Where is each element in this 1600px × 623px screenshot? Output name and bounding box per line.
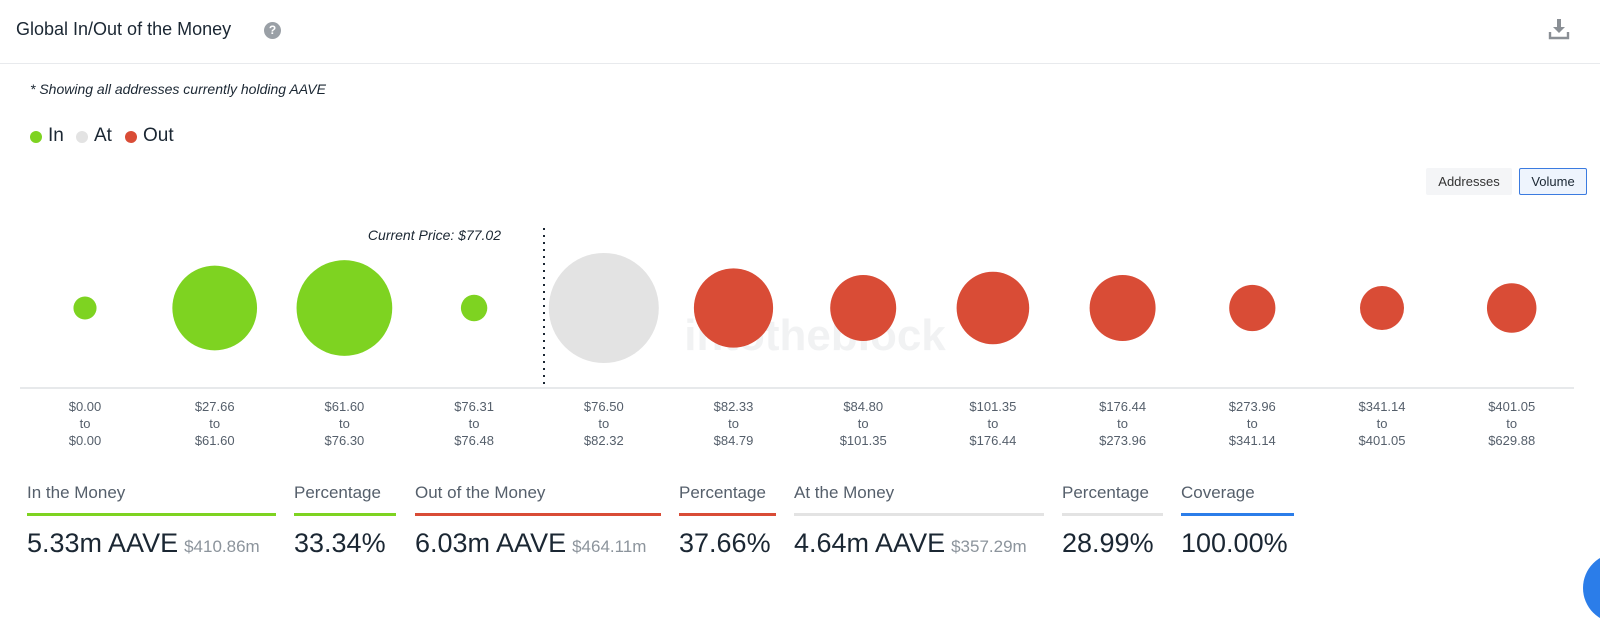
stat-value: 100.00% [1181, 528, 1288, 558]
tick-label-7-1: to [987, 416, 998, 431]
stat-value: 37.66% [679, 528, 771, 558]
stat-label: Coverage [1181, 483, 1255, 502]
bubble-out-9 [1229, 284, 1276, 332]
download-icon[interactable] [1547, 17, 1571, 41]
tick-label-0-0: $0.00 [69, 399, 102, 414]
bubble-out-10 [1360, 286, 1404, 330]
tick-label-1-0: $27.66 [195, 399, 235, 414]
tick-label-1-2: $61.60 [195, 433, 235, 448]
tick-label-3-0: $76.31 [454, 399, 494, 414]
bubble-at-4 [548, 253, 659, 363]
stat-value: 5.33m AAVE [27, 528, 179, 558]
stat-value: 6.03m AAVE [415, 528, 567, 558]
bubble-in-1 [172, 265, 258, 351]
stat-underline [679, 513, 776, 516]
tick-label-3-2: $76.48 [454, 433, 494, 448]
stat-label: Percentage [294, 483, 381, 502]
stat-value: 28.99% [1062, 528, 1154, 558]
stat-out-percentage: Percentage 37.66% [679, 483, 776, 559]
stat-underline [294, 513, 396, 516]
legend-dot-in [30, 131, 42, 143]
stat-underline [1062, 513, 1163, 516]
stat-label: Out of the Money [415, 483, 546, 502]
stat-out-of-the-money: Out of the Money 6.03m AAVE $464.11m [415, 483, 661, 559]
widget-header: Global In/Out of the Money ? [0, 0, 1600, 64]
tick-label-2-0: $61.60 [325, 399, 365, 414]
tick-label-1-1: to [209, 416, 220, 431]
addresses-toggle-button[interactable]: Addresses [1426, 168, 1512, 195]
tick-label-9-0: $273.96 [1229, 399, 1276, 414]
stat-label: In the Money [27, 483, 126, 502]
tick-label-11-0: $401.05 [1488, 399, 1535, 414]
stat-sub-value: $410.86m [184, 537, 260, 556]
legend-dot-at [76, 131, 88, 143]
stat-value: 4.64m AAVE [794, 528, 946, 558]
legend-label-in: In [48, 125, 64, 146]
tick-label-11-2: $629.88 [1488, 433, 1535, 448]
tick-label-2-1: to [339, 416, 350, 431]
stat-coverage: Coverage 100.00% [1181, 483, 1294, 559]
stat-underline [415, 513, 661, 516]
tick-label-8-2: $273.96 [1099, 433, 1146, 448]
tick-label-6-2: $101.35 [840, 433, 887, 448]
tick-label-9-1: to [1247, 416, 1258, 431]
tick-label-4-1: to [598, 416, 609, 431]
tick-label-4-2: $82.32 [584, 433, 624, 448]
tick-label-2-2: $76.30 [325, 433, 365, 448]
stat-underline [27, 513, 276, 516]
tick-label-6-1: to [858, 416, 869, 431]
tick-label-5-0: $82.33 [714, 399, 754, 414]
bubble-out-5 [693, 268, 774, 348]
tick-label-4-0: $76.50 [584, 399, 624, 414]
stat-label: Percentage [679, 483, 766, 502]
stat-value: 33.34% [294, 528, 386, 558]
tick-label-10-0: $341.14 [1359, 399, 1406, 414]
tick-label-7-2: $176.44 [969, 433, 1016, 448]
stat-underline [1181, 513, 1294, 516]
stat-label: At the Money [794, 483, 895, 502]
stat-sub-value: $464.11m [572, 537, 647, 556]
bubble-out-11 [1486, 283, 1537, 333]
tick-label-5-2: $84.79 [714, 433, 754, 448]
bubble-in-3 [460, 294, 488, 322]
bubble-out-8 [1089, 275, 1156, 341]
volume-toggle-button[interactable]: Volume [1519, 168, 1587, 195]
legend-label-out: Out [143, 125, 174, 146]
tick-label-8-0: $176.44 [1099, 399, 1146, 414]
bubble-in-0 [73, 296, 97, 320]
stat-at-percentage: Percentage 28.99% [1062, 483, 1163, 559]
bubble-out-7 [956, 271, 1030, 345]
tick-label-5-1: to [728, 416, 739, 431]
legend-dot-out [125, 131, 137, 143]
current-price-label: Current Price: $77.02 [368, 227, 501, 243]
question-circle-icon[interactable]: ? [264, 22, 281, 39]
holding-note: * Showing all addresses currently holdin… [30, 81, 326, 97]
tick-label-0-1: to [80, 416, 91, 431]
stat-in-percentage: Percentage 33.34% [294, 483, 396, 559]
stat-at-the-money: At the Money 4.64m AAVE $357.29m [794, 483, 1044, 559]
page-title: Global In/Out of the Money [16, 19, 232, 39]
bubble-out-6 [830, 275, 897, 341]
tick-label-10-2: $401.05 [1359, 433, 1406, 448]
stat-underline [794, 513, 1044, 516]
tick-label-3-1: to [469, 416, 480, 431]
tick-label-0-2: $0.00 [69, 433, 102, 448]
tick-label-10-1: to [1377, 416, 1388, 431]
tick-label-7-0: $101.35 [969, 399, 1016, 414]
bubble-in-2 [296, 260, 393, 356]
tick-label-8-1: to [1117, 416, 1128, 431]
stat-in-the-money: In the Money 5.33m AAVE $410.86m [27, 483, 276, 559]
tick-label-6-0: $84.80 [843, 399, 883, 414]
chat-launcher-button[interactable] [1583, 553, 1600, 623]
stat-label: Percentage [1062, 483, 1149, 502]
legend-label-at: At [94, 125, 112, 146]
tick-label-9-2: $341.14 [1229, 433, 1276, 448]
tick-label-11-1: to [1506, 416, 1517, 431]
stat-sub-value: $357.29m [951, 537, 1027, 556]
